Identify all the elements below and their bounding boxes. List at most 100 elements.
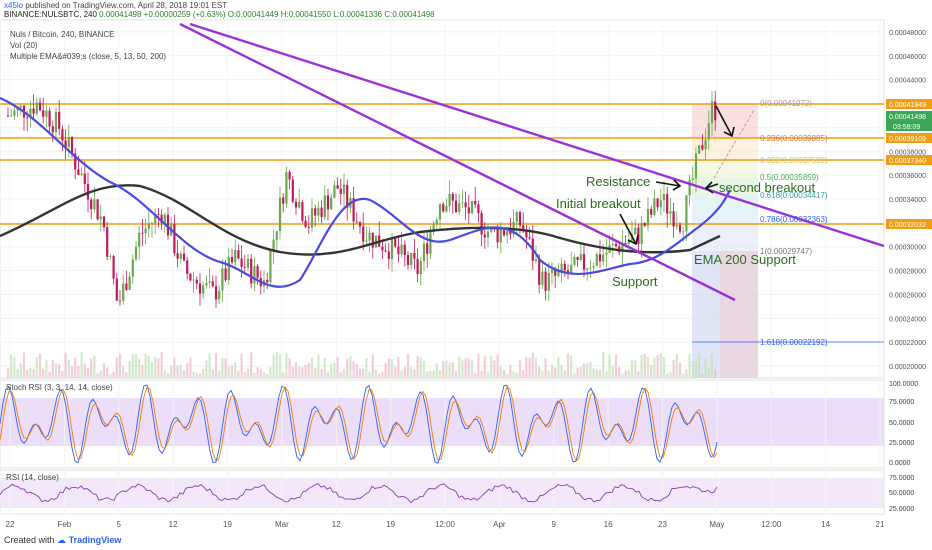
candle-body [499,229,502,243]
price-axis[interactable]: 0.000480000.000460000.000440000.00042000… [889,30,926,371]
volume-bar [426,371,429,378]
volume-bar [486,371,490,378]
candle-body [429,232,432,254]
candle-body [486,231,490,238]
candle-body [10,115,13,117]
volume-bar [294,362,298,378]
rsi-tick: 25.0000 [889,506,914,513]
volume-bar [16,368,19,378]
volume-bar [685,369,688,378]
volume-bar [310,357,314,378]
time-tick: 12 [169,520,178,529]
volume-bar [77,366,80,378]
stoch-tick: 0.0000 [889,460,911,467]
trendline-lower[interactable] [179,22,736,302]
candle-body [525,230,528,238]
candle-body [560,263,563,271]
volume-bar [246,368,250,378]
volume-bar [288,358,291,378]
volume-bar [128,360,131,378]
time-tick: 14 [821,520,830,529]
volume-bar [346,358,349,378]
candle-body [109,255,112,257]
volume-bar [29,367,32,378]
candle-body [509,231,512,235]
volume-bar [51,359,54,378]
volume-bar [445,360,448,378]
candle-body [534,259,538,261]
projection-line [713,109,755,179]
time-axis[interactable]: 22 Feb 5 12 19 Mar 12 19 12:00 Apr 9 16 23 May 12:00 14… [6,520,885,529]
candle-body [627,240,630,244]
candle-body [166,214,170,236]
candle-body [621,243,624,253]
stoch-title: Stoch RSI (3, 3, 14, 14, close) [6,383,113,392]
author-link[interactable]: x45lo [4,1,24,10]
volume-bar [272,354,275,378]
candle-body [58,111,61,129]
volume-bar [48,372,51,378]
volume-bar [166,373,170,378]
candle-body [646,209,650,226]
time-tick: 9 [552,520,557,529]
volume-bar [454,371,458,378]
volume-bar [400,370,403,378]
price-tag [886,111,932,121]
volume-bar [496,354,499,378]
volume-bar [118,353,122,378]
candle-body [666,193,669,214]
footer-brand[interactable]: TradingView [68,535,122,545]
open-value: O:0.00041449 [227,10,279,19]
rsi-axis: 75.0000 50.0000 25.0000 [889,475,914,513]
volume-bar [90,358,93,378]
price-tick: 0.00020000 [889,364,926,371]
volume-bar [282,372,285,378]
candle-body [365,240,368,242]
resistance-label: Resistance [586,174,650,189]
candle-body [403,244,406,255]
volume-bar [339,372,342,378]
volume-bar [531,352,534,378]
volume-bar [621,373,624,378]
volume-bar [150,361,154,378]
candle-body [336,185,339,189]
candle-body [227,256,230,281]
volume-bar [234,362,237,378]
volume-bar [608,354,611,378]
volume-bar [349,356,352,378]
candle-body [90,199,93,210]
trendline-upper[interactable] [189,22,885,248]
candle-body [394,237,397,247]
level-tag-text: 0.00041949 [889,102,926,109]
volume-bar [230,365,234,378]
candle-body [243,267,246,268]
candle-body [182,253,186,261]
time-tick: Feb [57,520,71,529]
candle-body [432,224,435,233]
volume-bar [378,373,381,378]
time-tick: 12 [332,520,341,529]
volume-bar [659,353,662,378]
volume-bar [602,352,605,378]
volume-bar [710,352,714,378]
candle-body [550,269,554,273]
volume-bar [262,371,266,378]
candle-body [16,107,19,111]
candle-body [611,243,614,245]
candle-body [301,202,304,221]
volume-bar [362,368,365,378]
rsi-title: RSI (14, close) [6,473,59,482]
candle-body [653,198,656,215]
volume-bar [122,366,125,378]
candle-body [288,171,291,180]
candle-body [656,198,659,208]
candle-body [387,251,390,259]
volume-bar [432,370,435,378]
fib-label: 0.618(0.00034417) [760,191,828,200]
candle-body [237,250,240,259]
candle-body [221,268,224,291]
candle-body [579,254,582,261]
candle-body [83,173,86,184]
fib-label: 0.382(0.00037590) [760,156,828,165]
